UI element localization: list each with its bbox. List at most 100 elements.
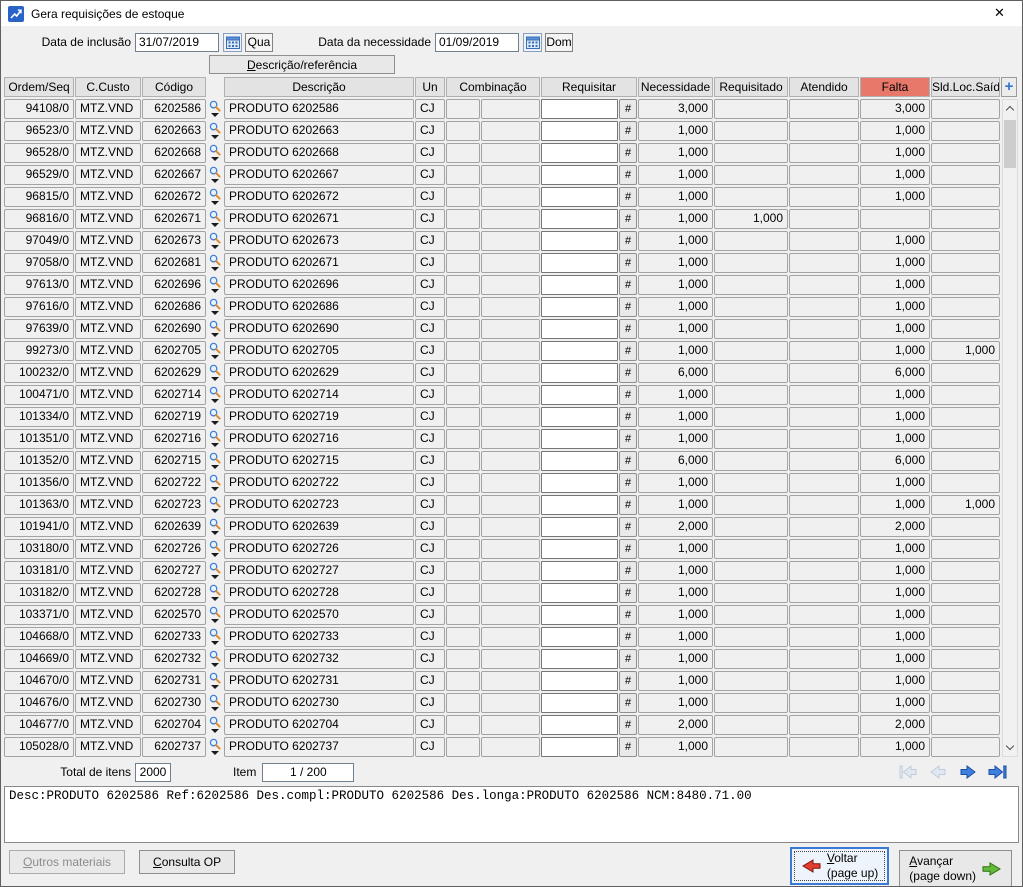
- nav-next-button[interactable]: [958, 764, 978, 780]
- data-necessidade-calendar-button[interactable]: [523, 32, 542, 52]
- cell-codigo[interactable]: 6202671: [142, 209, 206, 229]
- product-lookup-control[interactable]: [207, 517, 223, 537]
- cell-ccusto[interactable]: MTZ.VND: [75, 187, 141, 207]
- cell-atendido[interactable]: [789, 319, 859, 339]
- cell-ordem-seq[interactable]: 104677/0: [4, 715, 74, 735]
- cell-descricao[interactable]: PRODUTO 6202722: [224, 473, 414, 493]
- cell-ordem-seq[interactable]: 99273/0: [4, 341, 74, 361]
- cell-falta[interactable]: 1,000: [860, 627, 930, 647]
- cell-ordem-seq[interactable]: 97613/0: [4, 275, 74, 295]
- product-lookup-control[interactable]: [207, 341, 223, 361]
- cell-combinacao-2[interactable]: [481, 187, 540, 207]
- cell-descricao[interactable]: PRODUTO 6202570: [224, 605, 414, 625]
- cell-ordem-seq[interactable]: 97616/0: [4, 297, 74, 317]
- cell-atendido[interactable]: [789, 363, 859, 383]
- cell-atendido[interactable]: [789, 605, 859, 625]
- cell-requisitado[interactable]: 1,000: [714, 209, 788, 229]
- cell-falta[interactable]: 2,000: [860, 715, 930, 735]
- caret-down-icon[interactable]: [211, 399, 219, 403]
- cell-un[interactable]: CJ: [415, 649, 445, 669]
- nav-last-button[interactable]: [988, 764, 1008, 780]
- quantity-hash-button[interactable]: #: [619, 495, 637, 515]
- quantity-hash-button[interactable]: #: [619, 605, 637, 625]
- cell-falta[interactable]: 1,000: [860, 319, 930, 339]
- caret-down-icon[interactable]: [211, 531, 219, 535]
- cell-atendido[interactable]: [789, 561, 859, 581]
- cell-falta[interactable]: 1,000: [860, 253, 930, 273]
- cell-descricao[interactable]: PRODUTO 6202726: [224, 539, 414, 559]
- caret-down-icon[interactable]: [211, 553, 219, 557]
- cell-combinacao-2[interactable]: [481, 605, 540, 625]
- cell-ccusto[interactable]: MTZ.VND: [75, 319, 141, 339]
- cell-combinacao-1[interactable]: [446, 143, 480, 163]
- cell-sld-loc-saida[interactable]: [931, 99, 1000, 119]
- caret-down-icon[interactable]: [211, 619, 219, 623]
- cell-falta[interactable]: 1,000: [860, 429, 930, 449]
- cell-ordem-seq[interactable]: 96523/0: [4, 121, 74, 141]
- cell-descricao[interactable]: PRODUTO 6202629: [224, 363, 414, 383]
- quantity-hash-button[interactable]: #: [619, 539, 637, 559]
- requisitar-input[interactable]: [541, 231, 618, 251]
- requisitar-input[interactable]: [541, 495, 618, 515]
- cell-ccusto[interactable]: MTZ.VND: [75, 473, 141, 493]
- quantity-hash-button[interactable]: #: [619, 187, 637, 207]
- cell-un[interactable]: CJ: [415, 539, 445, 559]
- product-lookup-control[interactable]: [207, 275, 223, 295]
- cell-falta[interactable]: 1,000: [860, 561, 930, 581]
- consulta-op-button[interactable]: Consulta OP: [139, 850, 236, 874]
- cell-requisitado[interactable]: [714, 429, 788, 449]
- cell-codigo[interactable]: 6202730: [142, 693, 206, 713]
- product-lookup-control[interactable]: [207, 473, 223, 493]
- cell-requisitado[interactable]: [714, 253, 788, 273]
- cell-ccusto[interactable]: MTZ.VND: [75, 429, 141, 449]
- cell-requisitado[interactable]: [714, 165, 788, 185]
- cell-codigo[interactable]: 6202714: [142, 385, 206, 405]
- cell-combinacao-1[interactable]: [446, 407, 480, 427]
- cell-combinacao-2[interactable]: [481, 209, 540, 229]
- cell-combinacao-2[interactable]: [481, 473, 540, 493]
- caret-down-icon[interactable]: [211, 333, 219, 337]
- cell-codigo[interactable]: 6202732: [142, 649, 206, 669]
- cell-necessidade[interactable]: 1,000: [638, 539, 713, 559]
- cell-ccusto[interactable]: MTZ.VND: [75, 605, 141, 625]
- caret-down-icon[interactable]: [211, 355, 219, 359]
- cell-sld-loc-saida[interactable]: [931, 297, 1000, 317]
- cell-sld-loc-saida[interactable]: [931, 429, 1000, 449]
- cell-necessidade[interactable]: 1,000: [638, 187, 713, 207]
- cell-ccusto[interactable]: MTZ.VND: [75, 143, 141, 163]
- cell-ccusto[interactable]: MTZ.VND: [75, 737, 141, 757]
- requisitar-input[interactable]: [541, 319, 618, 339]
- header-necessidade[interactable]: Necessidade: [638, 77, 713, 97]
- descricao-referencia-button[interactable]: Descrição/referência: [209, 55, 395, 74]
- cell-un[interactable]: CJ: [415, 671, 445, 691]
- cell-ccusto[interactable]: MTZ.VND: [75, 407, 141, 427]
- cell-ordem-seq[interactable]: 103371/0: [4, 605, 74, 625]
- cell-un[interactable]: CJ: [415, 693, 445, 713]
- cell-atendido[interactable]: [789, 143, 859, 163]
- cell-codigo[interactable]: 6202722: [142, 473, 206, 493]
- cell-codigo[interactable]: 6202715: [142, 451, 206, 471]
- scroll-down-icon[interactable]: [1003, 740, 1017, 756]
- cell-falta[interactable]: 3,000: [860, 99, 930, 119]
- quantity-hash-button[interactable]: #: [619, 671, 637, 691]
- cell-ordem-seq[interactable]: 104670/0: [4, 671, 74, 691]
- product-lookup-control[interactable]: [207, 715, 223, 735]
- cell-sld-loc-saida[interactable]: 1,000: [931, 341, 1000, 361]
- cell-atendido[interactable]: [789, 341, 859, 361]
- cell-ccusto[interactable]: MTZ.VND: [75, 231, 141, 251]
- cell-atendido[interactable]: [789, 231, 859, 251]
- cell-requisitado[interactable]: [714, 539, 788, 559]
- cell-necessidade[interactable]: 1,000: [638, 121, 713, 141]
- nav-first-button[interactable]: [898, 764, 918, 780]
- avancar-page-down-button[interactable]: Avançar (page down): [899, 850, 1012, 886]
- cell-ccusto[interactable]: MTZ.VND: [75, 649, 141, 669]
- cell-necessidade[interactable]: 2,000: [638, 715, 713, 735]
- cell-atendido[interactable]: [789, 627, 859, 647]
- cell-descricao[interactable]: PRODUTO 6202737: [224, 737, 414, 757]
- product-lookup-control[interactable]: [207, 649, 223, 669]
- cell-atendido[interactable]: [789, 99, 859, 119]
- cell-combinacao-2[interactable]: [481, 539, 540, 559]
- cell-necessidade[interactable]: 6,000: [638, 451, 713, 471]
- quantity-hash-button[interactable]: #: [619, 473, 637, 493]
- cell-sld-loc-saida[interactable]: [931, 209, 1000, 229]
